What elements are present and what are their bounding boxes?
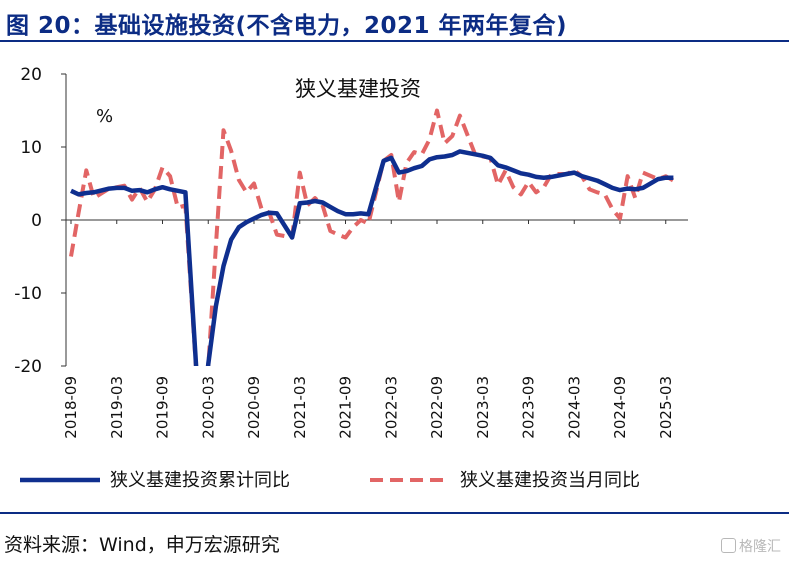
y-tick-label: 20: [20, 65, 42, 85]
unit-label: %: [96, 106, 113, 127]
watermark: 格隆汇: [721, 536, 781, 556]
x-tick-label: 2019-09: [154, 376, 172, 439]
watermark-text: 格隆汇: [739, 539, 781, 555]
source-note: 资料来源：Wind，申万宏源研究: [4, 534, 280, 556]
y-tick-label: -20: [14, 357, 42, 377]
source-rule: [0, 512, 789, 514]
chart-axes: 20 10 0 -10 -20 2018-09 2019-03 2019-09 2020-03 2…: [14, 65, 688, 439]
x-tick-label: 2025-03: [657, 376, 675, 439]
title-rule: [0, 40, 789, 42]
y-tick-label: 10: [20, 138, 42, 158]
x-tick-label: 2023-03: [474, 376, 492, 439]
chart-inner-title: 狭义基建投资: [295, 77, 421, 101]
x-tick-label: 2020-09: [245, 376, 263, 439]
legend-label-dashed: 狭义基建投资当月同比: [460, 470, 640, 491]
y-tick-label: -10: [14, 284, 42, 304]
x-tick-label: 2022-09: [428, 376, 446, 439]
x-tick-label: 2024-03: [565, 376, 583, 439]
x-tick-label: 2021-03: [291, 376, 309, 439]
x-tick-label: 2020-03: [199, 376, 217, 439]
chart-legend: 狭义基建投资累计同比 狭义基建投资当月同比: [20, 470, 640, 491]
x-tick-label: 2018-09: [62, 376, 80, 439]
chart: 20 10 0 -10 -20 2018-09 2019-03 2019-09 2020-03 2…: [14, 65, 688, 491]
x-tick-label: 2024-09: [611, 376, 629, 439]
chart-plot-area: [69, 108, 675, 366]
x-tick-label: 2022-03: [382, 376, 400, 439]
series-line-dashed: [69, 108, 675, 366]
x-tick-label: 2021-09: [337, 376, 355, 439]
x-tick-label: 2023-09: [520, 376, 538, 439]
x-tick-label: 2019-03: [108, 376, 126, 439]
figure-title: 图 20：基础设施投资(不含电力，2021 年两年复合): [6, 13, 568, 39]
y-tick-label: 0: [31, 211, 42, 231]
watermark-logo-icon: [721, 538, 736, 553]
legend-label-solid: 狭义基建投资累计同比: [110, 470, 290, 491]
series-line-solid: [70, 149, 674, 366]
